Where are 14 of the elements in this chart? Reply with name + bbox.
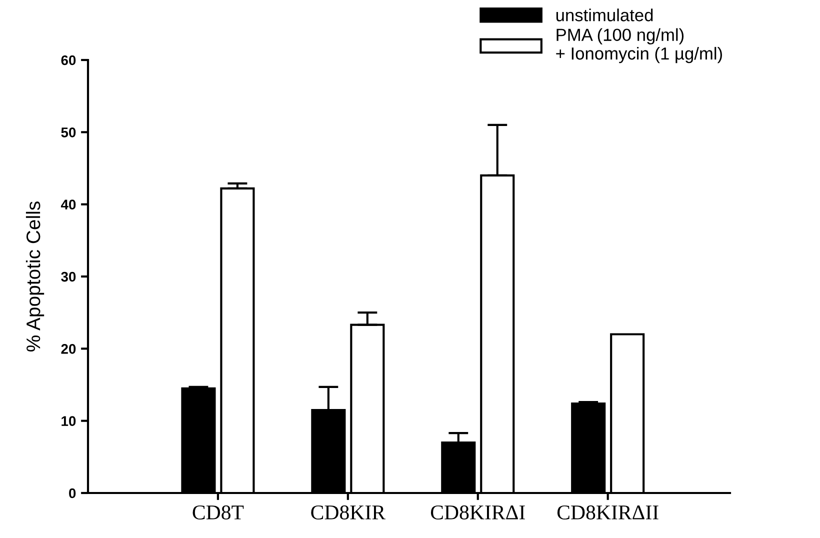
y-tick-label: 50 xyxy=(61,128,76,138)
y-axis-title: % Apoptotic Cells xyxy=(26,202,44,352)
x-tick-label: CD8T xyxy=(192,505,244,520)
x-tick-label: CD8KIR xyxy=(311,505,386,520)
y-tick-label: 20 xyxy=(61,344,76,354)
y-tick-label: 0 xyxy=(69,488,76,498)
y-tick-label: 40 xyxy=(60,200,76,210)
legend-label: PMA (100 ng/ml) + Ionomycin (1 µg/ml) xyxy=(556,28,722,64)
y-tick-label: 30 xyxy=(61,272,76,282)
x-tick-label: CD8KIRΔII xyxy=(557,505,658,520)
legend-label: unstimulated xyxy=(556,8,653,22)
x-tick-label: CD8KIRΔI xyxy=(430,505,525,520)
y-tick-label: 10 xyxy=(62,416,76,426)
y-tick-label: 60 xyxy=(61,55,76,66)
